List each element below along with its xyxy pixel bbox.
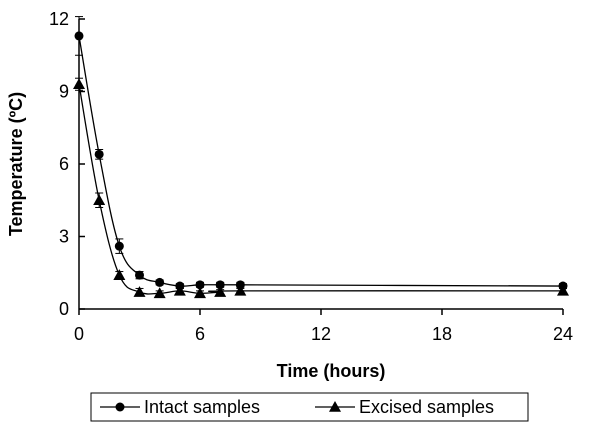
data-point bbox=[215, 280, 225, 290]
series-layer bbox=[73, 16, 569, 299]
x-axis-ticks: 0 6 12 18 24 bbox=[74, 309, 573, 344]
y-tick-label: 0 bbox=[59, 299, 69, 319]
series-line bbox=[78, 84, 564, 295]
y-axis-label: Temperature (ºC) bbox=[6, 92, 26, 236]
x-tick-label: 0 bbox=[74, 324, 84, 344]
y-axis-ticks: 0 3 6 9 12 bbox=[49, 9, 85, 319]
legend: Intact samples Excised samples bbox=[90, 392, 529, 422]
legend-label: Intact samples bbox=[144, 397, 260, 417]
x-tick-label: 6 bbox=[195, 324, 205, 344]
data-point bbox=[133, 286, 146, 297]
x-axis-label: Time (hours) bbox=[277, 361, 386, 381]
data-point bbox=[114, 241, 124, 251]
y-tick-label: 3 bbox=[59, 227, 69, 247]
series-line bbox=[78, 35, 564, 287]
data-point bbox=[74, 31, 84, 41]
data-point bbox=[155, 277, 165, 287]
data-point bbox=[235, 280, 245, 290]
data-point bbox=[214, 286, 227, 297]
series-intact bbox=[74, 16, 568, 291]
data-point bbox=[153, 287, 166, 299]
legend-label: Excised samples bbox=[359, 397, 494, 417]
data-point bbox=[173, 284, 186, 296]
axes bbox=[78, 19, 563, 310]
data-point bbox=[135, 270, 144, 280]
y-tick-label: 9 bbox=[59, 82, 69, 102]
data-point bbox=[94, 149, 104, 159]
data-point bbox=[195, 280, 205, 290]
data-point bbox=[73, 78, 85, 90]
data-point bbox=[234, 284, 247, 296]
legend-circle-marker bbox=[115, 402, 125, 412]
data-point bbox=[557, 284, 569, 296]
x-tick-label: 24 bbox=[553, 324, 573, 344]
y-tick-label: 12 bbox=[49, 9, 69, 29]
x-tick-label: 18 bbox=[432, 324, 452, 344]
data-point bbox=[113, 269, 126, 280]
series-excised bbox=[73, 77, 569, 299]
data-point bbox=[194, 287, 206, 299]
data-point bbox=[93, 194, 106, 206]
x-tick-label: 12 bbox=[311, 324, 331, 344]
y-tick-label: 6 bbox=[59, 154, 69, 174]
legend-triangle-marker bbox=[329, 401, 341, 412]
legend-box bbox=[90, 392, 529, 422]
